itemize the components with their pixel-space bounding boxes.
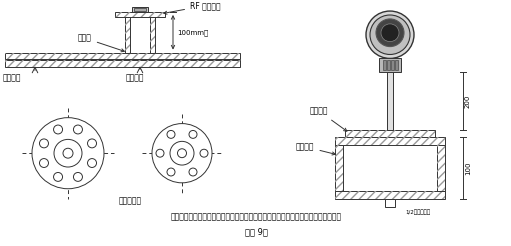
Bar: [125, 17, 130, 52]
Bar: [134, 8, 146, 11]
Text: 配套短管: 配套短管: [310, 107, 347, 131]
Bar: [391, 61, 394, 70]
Circle shape: [39, 139, 49, 148]
Circle shape: [189, 130, 197, 138]
Text: 焊接点: 焊接点: [78, 34, 124, 52]
Bar: [132, 7, 148, 12]
Bar: [115, 12, 165, 17]
Bar: [335, 145, 343, 191]
Text: 管道外壁: 管道外壁: [296, 142, 335, 155]
Circle shape: [74, 125, 82, 134]
Circle shape: [167, 130, 175, 138]
Circle shape: [32, 118, 104, 189]
Text: RF 配套法兰: RF 配套法兰: [164, 1, 221, 14]
Bar: [345, 129, 435, 138]
Text: 管道中心线: 管道中心线: [119, 197, 142, 206]
Bar: [335, 191, 445, 199]
Bar: [335, 145, 343, 191]
Bar: [5, 52, 240, 60]
Bar: [115, 12, 165, 17]
Circle shape: [54, 172, 62, 181]
Circle shape: [152, 123, 212, 183]
Text: 1/2量量管外径: 1/2量量管外径: [405, 210, 430, 215]
Bar: [387, 61, 390, 70]
Bar: [345, 129, 435, 138]
Text: （图 9）: （图 9）: [245, 227, 267, 236]
Text: 100: 100: [465, 161, 471, 175]
Bar: [335, 138, 445, 145]
Circle shape: [74, 172, 82, 181]
Circle shape: [376, 19, 404, 46]
Text: 200: 200: [465, 94, 471, 108]
Circle shape: [167, 168, 175, 176]
Bar: [379, 59, 401, 72]
Circle shape: [54, 139, 82, 167]
Bar: [335, 191, 445, 199]
Circle shape: [366, 11, 414, 59]
Circle shape: [39, 159, 49, 168]
Circle shape: [177, 149, 187, 158]
Circle shape: [370, 15, 410, 54]
Text: 插入式流量计短管制作、安装示意图，根据流量计算采用不同的法兰及短管公称直径: 插入式流量计短管制作、安装示意图，根据流量计算采用不同的法兰及短管公称直径: [171, 213, 341, 221]
Bar: [387, 72, 393, 129]
Bar: [5, 52, 240, 60]
Bar: [335, 138, 445, 145]
Circle shape: [189, 168, 197, 176]
Bar: [385, 199, 395, 206]
Bar: [150, 17, 155, 52]
Text: 工艺管道: 工艺管道: [3, 73, 21, 82]
Circle shape: [63, 148, 73, 158]
Bar: [437, 145, 445, 191]
Circle shape: [200, 149, 208, 157]
Circle shape: [87, 139, 97, 148]
Circle shape: [170, 141, 194, 165]
Bar: [5, 61, 240, 67]
Bar: [150, 17, 155, 52]
Circle shape: [54, 125, 62, 134]
Text: 100mm高: 100mm高: [177, 29, 208, 36]
Text: 焊接短管: 焊接短管: [126, 73, 144, 82]
Bar: [125, 17, 130, 52]
Circle shape: [156, 149, 164, 157]
Circle shape: [381, 24, 399, 42]
Bar: [395, 61, 398, 70]
Bar: [383, 61, 386, 70]
Bar: [437, 145, 445, 191]
Circle shape: [87, 159, 97, 168]
Bar: [5, 61, 240, 67]
